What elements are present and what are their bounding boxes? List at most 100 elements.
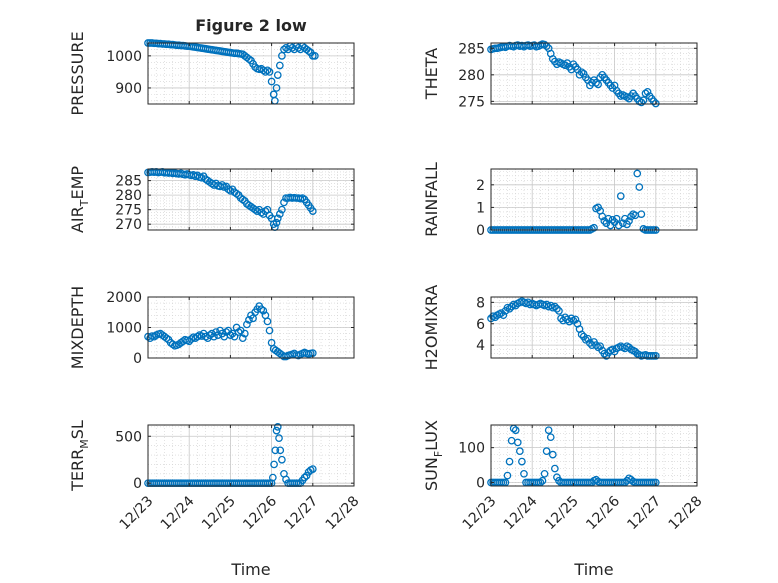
data-point [520, 469, 528, 478]
series-markers [144, 302, 317, 361]
data-point [542, 300, 551, 309]
data-point [205, 331, 214, 339]
subplot-3: 0 1 2 RAINFALL [422, 162, 698, 239]
data-point [304, 47, 313, 55]
data-point [507, 302, 516, 311]
data-point [230, 332, 239, 341]
data-point [226, 331, 235, 339]
y-tick-label: 0 [476, 476, 485, 492]
data-point [278, 455, 286, 464]
y-tick-label: 900 [115, 81, 142, 97]
data-point [275, 210, 284, 218]
data-point [273, 214, 282, 223]
data-point [592, 341, 600, 350]
subplot-0: 900 1000 PRESSURE [68, 31, 355, 116]
data-point [272, 218, 281, 227]
x-tick-label: 12/25 [199, 493, 239, 533]
data-point [600, 349, 609, 358]
data-point [185, 337, 194, 346]
data-point [616, 192, 625, 200]
axes-box [147, 42, 355, 105]
data-point [596, 342, 605, 351]
x-tick-label: 12/26 [240, 493, 280, 533]
data-point [271, 446, 280, 455]
y-axis-label: AIRTEMP [68, 166, 91, 233]
data-point [600, 217, 609, 225]
data-point [146, 334, 154, 343]
y-tick-label: 285 [115, 174, 142, 190]
data-point [308, 465, 317, 473]
data-point [544, 426, 553, 435]
y-axis-label: THETA [422, 48, 441, 100]
data-point [150, 332, 159, 341]
data-point [649, 97, 658, 106]
data-point [265, 326, 274, 335]
data-point [270, 460, 278, 469]
series-markers [144, 168, 317, 231]
data-point [538, 476, 547, 485]
axes-background [491, 169, 697, 230]
data-point [651, 352, 660, 360]
data-point [275, 61, 284, 70]
data-point [623, 93, 631, 101]
y-axis-label: SUNFLUX [422, 420, 445, 491]
series-markers [144, 39, 319, 105]
data-point [273, 423, 282, 431]
data-point [245, 316, 253, 324]
data-point [265, 68, 274, 76]
axes-box [147, 168, 355, 231]
data-point [604, 214, 613, 223]
data-point [561, 61, 570, 70]
x-tick-label: 12/28 [666, 493, 706, 533]
data-point [548, 450, 557, 459]
y-axis-label: TERRMSL [68, 420, 91, 492]
y-tick-label: 8 [476, 295, 485, 311]
data-point [240, 329, 249, 338]
data-point [300, 473, 309, 482]
data-point [577, 330, 586, 339]
data-point [518, 457, 526, 466]
y-tick-label: 1 [476, 200, 485, 216]
data-point [590, 223, 598, 232]
data-point [261, 68, 270, 76]
data-point [278, 205, 286, 214]
data-point [553, 304, 561, 313]
y-tick-label: 0 [133, 351, 142, 367]
data-point [187, 335, 196, 343]
data-point [218, 181, 227, 189]
y-tick-label: 0 [476, 223, 485, 239]
data-point [210, 332, 218, 341]
data-point [282, 475, 290, 484]
data-point [583, 334, 592, 343]
axes-background [148, 169, 354, 230]
data-point [275, 434, 283, 442]
data-point [627, 212, 635, 221]
data-point [257, 305, 266, 314]
subplot-4: 0 1000 2000 MIXDEPTH [68, 286, 355, 369]
data-point [637, 210, 646, 219]
x-tick-label: 12/23 [460, 493, 500, 533]
y-tick-label: 270 [115, 217, 142, 233]
data-point [505, 457, 514, 466]
data-point [276, 446, 285, 455]
y-tick-label: 285 [458, 41, 485, 57]
data-point [259, 306, 268, 315]
y-tick-label: 1000 [106, 321, 142, 337]
y-tick-label: 1000 [106, 49, 142, 65]
data-point [201, 332, 210, 341]
data-point [162, 334, 171, 343]
x-tick-label: 12/24 [158, 493, 198, 533]
axes-background [491, 43, 697, 104]
y-tick-label: 275 [458, 94, 485, 110]
y-tick-label: 2 [476, 178, 485, 194]
x-tick-label: 12/26 [583, 493, 623, 533]
figure-title: Figure 2 low [195, 16, 307, 35]
data-point [308, 207, 317, 215]
axes-box [490, 42, 698, 105]
axes-background [491, 297, 697, 358]
data-point [594, 80, 602, 89]
series-markers [487, 424, 660, 487]
y-tick-label: 280 [458, 68, 485, 84]
data-point [280, 45, 288, 54]
y-axis-label: MIXDEPTH [68, 286, 87, 369]
